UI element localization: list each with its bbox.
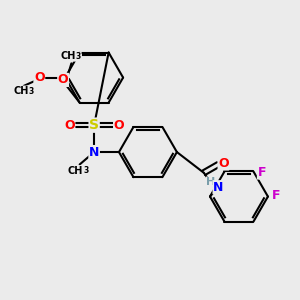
Text: O: O [64, 119, 75, 132]
Text: O: O [218, 157, 229, 170]
Text: H: H [206, 177, 216, 187]
Text: CH: CH [68, 166, 83, 176]
Text: S: S [89, 118, 99, 132]
Text: N: N [89, 146, 99, 159]
Text: O: O [114, 119, 124, 132]
Text: O: O [34, 71, 45, 84]
Text: CH: CH [61, 51, 76, 61]
Text: O: O [58, 74, 68, 86]
Text: F: F [257, 166, 266, 179]
Text: F: F [272, 189, 281, 202]
Text: N: N [213, 181, 224, 194]
Text: 3: 3 [28, 86, 34, 95]
Text: CH: CH [13, 86, 28, 96]
Text: 3: 3 [76, 52, 81, 61]
Text: 3: 3 [83, 166, 88, 175]
